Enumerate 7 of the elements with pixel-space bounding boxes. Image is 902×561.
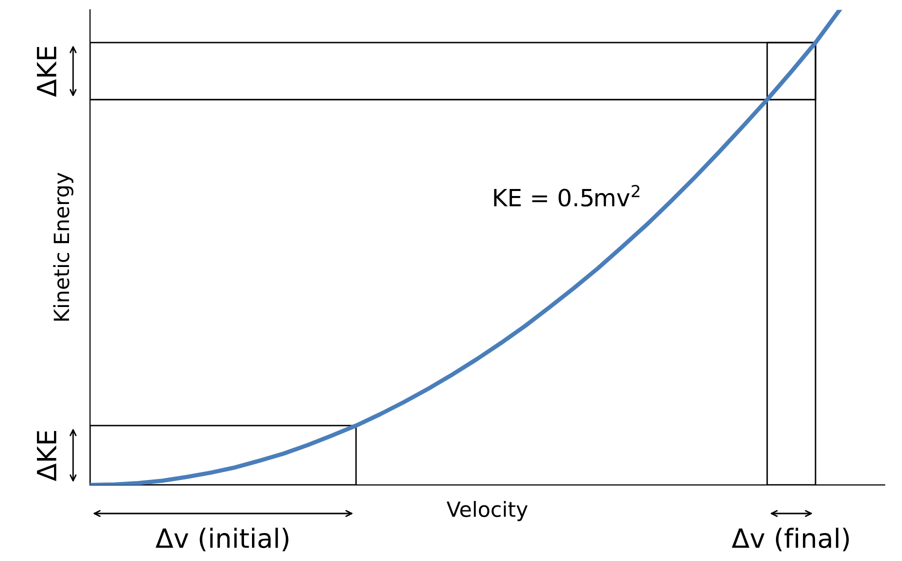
text: ΔKE [36,430,56,482]
text: Δv (final) [732,528,849,552]
annotation: KE = 0.5mv$^{2}$ [494,184,640,207]
x-axis-title: Velocity [446,500,528,522]
text: ΔKE [36,46,56,97]
text: Δv (initial) [156,528,288,552]
y-axis-title: Kinetic Energy [53,172,74,321]
